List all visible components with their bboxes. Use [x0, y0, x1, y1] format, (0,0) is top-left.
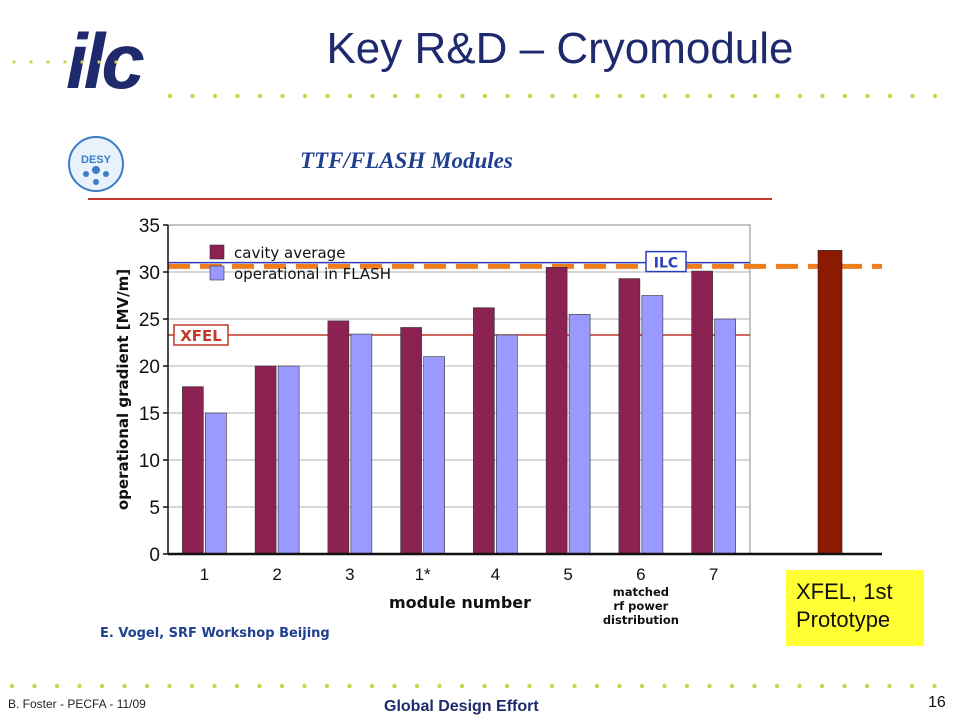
ilc-reference-label: ILC	[654, 256, 678, 272]
bar-operational-flash-module-5	[568, 313, 591, 555]
bar-cavity-average-module-1	[182, 386, 204, 555]
title-underline	[88, 198, 772, 200]
ilc-logo-text: ilc	[66, 17, 144, 103]
x-tick-label: 6	[636, 565, 645, 584]
x-tick-label: 1*	[415, 565, 431, 584]
y-tick-label: 25	[139, 310, 160, 331]
x-tick-label: 4	[491, 565, 500, 584]
ilc-reference-label-box	[645, 250, 687, 273]
bar-cavity-average-module-2	[254, 365, 277, 555]
x-tick-label: 1	[200, 565, 209, 584]
x-tick-label: 2	[272, 565, 281, 584]
bar-cavity-average-module-5	[545, 266, 568, 555]
footer-center-title: Global Design Effort	[384, 698, 539, 715]
x-tick-label: 5	[563, 565, 572, 584]
bar-operational-flash-module-2	[277, 365, 300, 555]
xfel-reference-label-box	[173, 324, 229, 346]
bar-cavity-average-module-1*	[400, 327, 422, 555]
y-tick-label: 15	[139, 404, 160, 425]
x-tick-label: 7	[709, 565, 718, 584]
bar-xfel-1st-prototype	[817, 250, 843, 555]
x-tick-label: 3	[345, 565, 354, 584]
desy-logo: DESY	[68, 136, 124, 192]
x-axis-label: module number	[389, 593, 531, 612]
bar-cavity-average-module-4	[473, 307, 495, 555]
category-note-line: distribution	[603, 613, 679, 627]
callout-line-2: Prototype	[796, 607, 891, 632]
bar-operational-flash-module-3	[350, 333, 373, 555]
legend-swatch	[209, 265, 225, 281]
xfel-reference-label: XFEL	[180, 327, 222, 345]
legend-swatch	[209, 244, 225, 260]
y-tick-label: 0	[149, 545, 160, 566]
ilc-logo: ilc	[66, 17, 148, 103]
bar-operational-flash-module-6	[641, 295, 664, 555]
y-tick-label: 5	[149, 498, 160, 519]
y-tick-label: 35	[139, 216, 160, 237]
bar-operational-flash-module-4	[496, 334, 518, 555]
bar-operational-flash-module-1	[205, 412, 227, 555]
bar-cavity-average-module-7	[691, 270, 713, 555]
footer-author: B. Foster - PECFA - 11/09	[8, 697, 146, 711]
xfel-prototype-callout: XFEL, 1st Prototype	[786, 570, 924, 646]
bar-operational-flash-module-7	[714, 318, 736, 555]
bar-operational-flash-module-1*	[423, 356, 445, 555]
callout-line-1: XFEL, 1st	[796, 579, 893, 604]
legend-label: operational in FLASH	[234, 265, 391, 283]
source-credit: E. Vogel, SRF Workshop Beijing	[100, 626, 330, 641]
panel-title: TTF/FLASH Modules	[300, 148, 513, 173]
page-number: 16	[928, 694, 946, 711]
y-tick-label: 20	[139, 357, 160, 378]
slide-title: Key R&D – Cryomodule	[326, 24, 794, 73]
category-note-line: rf power	[613, 599, 668, 613]
bar-cavity-average-module-3	[327, 320, 350, 555]
legend-label: cavity average	[234, 244, 345, 262]
y-tick-label: 10	[139, 451, 160, 472]
desy-logo-text: DESY	[81, 154, 112, 166]
bar-cavity-average-module-6	[618, 278, 641, 555]
category-note-line: matched	[613, 585, 669, 599]
y-tick-label: 30	[139, 263, 160, 284]
y-axis-label: operational gradient [MV/m]	[114, 269, 132, 510]
